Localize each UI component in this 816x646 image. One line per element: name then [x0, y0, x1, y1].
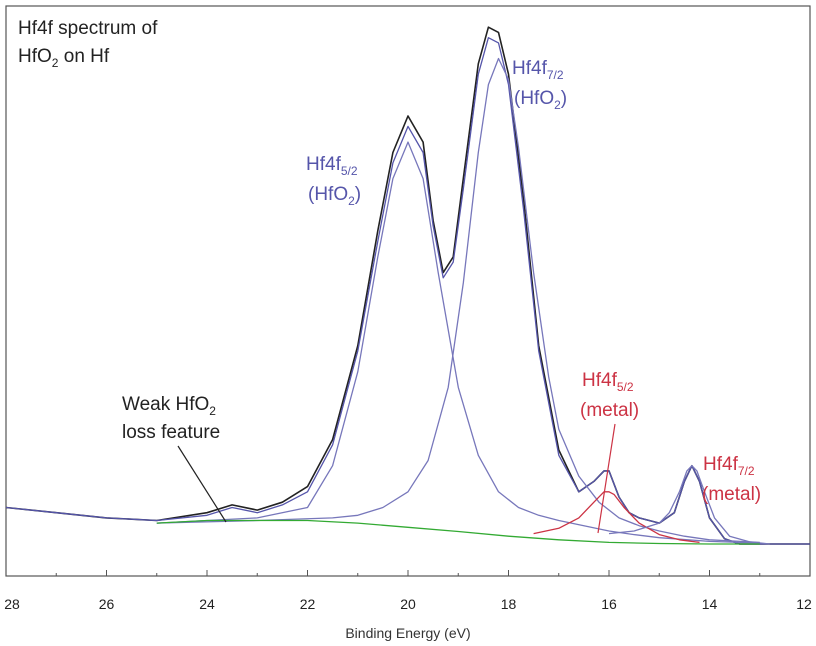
label-hfo2-7-2: Hf4f7/2 — [512, 58, 564, 82]
x-tick-label: 20 — [400, 596, 416, 612]
plot-area — [5, 5, 811, 577]
x-tick-label: 22 — [300, 596, 316, 612]
series-envelope-fit — [5, 37, 810, 545]
series-background — [156, 519, 760, 545]
label-metal-5-2: Hf4f5/2 — [582, 370, 634, 394]
x-axis-ticks: 28 26 24 22 20 18 16 14 12 — [4, 570, 812, 612]
label-loss-feature: Weak HfO2 — [122, 394, 216, 418]
series-layer — [5, 26, 810, 545]
label-loss-feature-line2: loss feature — [122, 422, 220, 443]
pointer-loss-feature — [177, 445, 227, 523]
x-axis-label: Binding Energy (eV) — [345, 625, 470, 641]
x-tick-label: 28 — [4, 596, 20, 612]
x-tick-label: 16 — [601, 596, 617, 612]
series-component-metal-7/2 — [608, 465, 770, 545]
label-metal-7-2-line2: (metal) — [702, 484, 761, 505]
chart-title-line2: HfO2 on Hf — [18, 46, 110, 70]
series-component-HfO2-7/2 — [156, 57, 760, 544]
x-tick-label: 26 — [99, 596, 115, 612]
chart-title-line1: Hf4f spectrum of — [18, 18, 158, 39]
x-tick-label: 14 — [702, 596, 718, 612]
label-hfo2-7-2-line2: (HfO2) — [514, 88, 567, 112]
pointer-metal-5-2 — [597, 423, 616, 534]
label-hfo2-5-2-line2: (HfO2) — [308, 184, 361, 208]
series-component-metal-5/2 — [533, 491, 700, 544]
x-tick-label: 18 — [501, 596, 517, 612]
label-metal-5-2-line2: (metal) — [580, 400, 639, 421]
x-tick-label: 12 — [796, 596, 812, 612]
label-metal-7-2: Hf4f7/2 — [703, 454, 755, 478]
x-tick-label: 24 — [199, 596, 215, 612]
label-hfo2-5-2: Hf4f5/2 — [306, 154, 358, 178]
